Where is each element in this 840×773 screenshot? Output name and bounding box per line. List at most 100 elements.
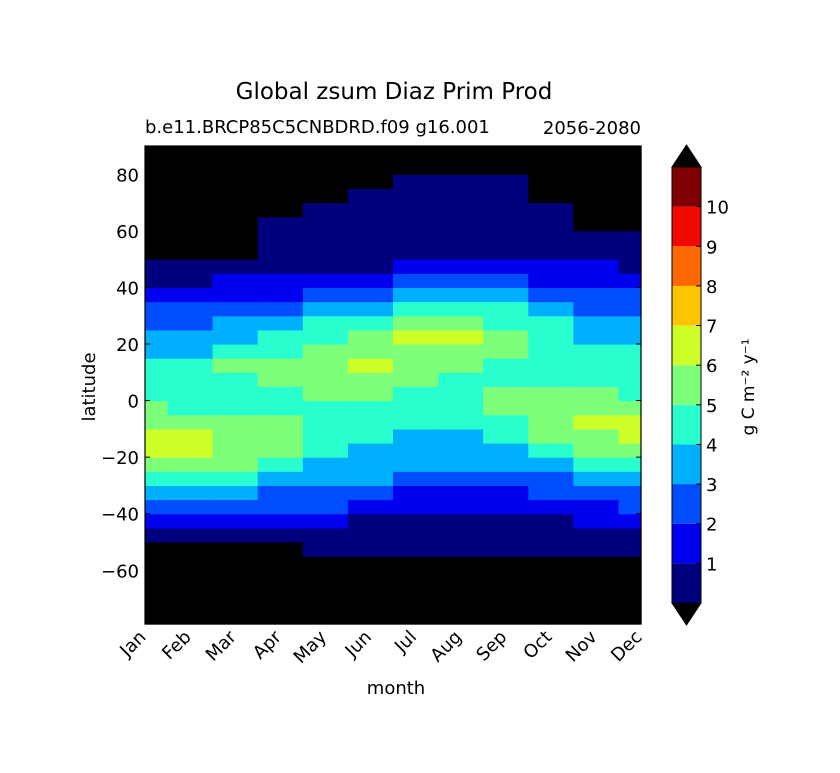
heatmap-cell (618, 372, 642, 388)
heatmap-cell (393, 442, 439, 458)
heatmap-cell (167, 400, 214, 416)
heatmap-cell (145, 556, 169, 571)
heatmap-cell (438, 442, 484, 458)
heatmap-cell (302, 372, 349, 388)
heatmap-cell (618, 414, 642, 430)
heatmap-cell (438, 527, 484, 543)
y-tick-label: −60 (101, 561, 139, 582)
x-axis-label: month (367, 678, 425, 699)
heatmap-cell (347, 358, 394, 373)
heatmap-cell (212, 230, 259, 246)
heatmap-cell (167, 202, 214, 218)
heatmap-cell (393, 372, 439, 388)
colorbar-tick-label: 2 (706, 515, 717, 536)
heatmap-cell (145, 343, 169, 359)
colorbar-band (672, 167, 701, 207)
heatmap-cell (145, 471, 169, 487)
heatmap-cell (393, 414, 439, 430)
heatmap-cell (257, 386, 304, 402)
heatmap-cell (347, 386, 394, 402)
heatmap-cell (393, 244, 439, 260)
heatmap-cell (347, 457, 394, 472)
heatmap-cell (145, 485, 169, 501)
heatmap-cell (528, 329, 574, 345)
heatmap-cell (302, 188, 349, 204)
colorbar-band (672, 563, 701, 603)
heatmap-cell (438, 556, 484, 571)
heatmap-cell (393, 400, 439, 416)
y-tick-label: 60 (116, 222, 139, 243)
heatmap-cell (573, 471, 620, 487)
heatmap-cell (573, 428, 620, 444)
heatmap-cell (618, 513, 642, 529)
heatmap-cell (167, 541, 214, 557)
heatmap-cell (257, 329, 304, 345)
heatmap-cell (483, 428, 529, 444)
heatmap-cell (573, 414, 620, 430)
heatmap-cell (393, 485, 439, 501)
x-tick-label: Jul (390, 627, 421, 658)
heatmap-cell (212, 329, 259, 345)
heatmap-cell (438, 386, 484, 402)
heatmap-cell (347, 216, 394, 232)
heatmap-cell (257, 372, 304, 388)
heatmap-cell (393, 287, 439, 303)
heatmap-cell (393, 188, 439, 204)
heatmap-cell (257, 556, 304, 571)
heatmap-cell (145, 414, 169, 430)
heatmap-cell (347, 400, 394, 416)
heatmap-cell (347, 499, 394, 515)
heatmap-cell (573, 329, 620, 345)
heatmap-cell (483, 485, 529, 501)
heatmap-cell (618, 457, 642, 472)
heatmap-cell (618, 273, 642, 289)
heatmap-cell (302, 259, 349, 274)
heatmap-cell (483, 230, 529, 246)
heatmap-cell (573, 244, 620, 260)
heatmap-cell (145, 358, 169, 373)
heatmap-cell (212, 556, 259, 571)
heatmap-cell (393, 541, 439, 557)
heatmap-cell (438, 301, 484, 317)
heatmap-cell (483, 556, 529, 571)
heatmap-cell (167, 287, 214, 303)
heatmap-cell (302, 386, 349, 402)
heatmap-cell (347, 570, 394, 600)
y-tick-label: 0 (128, 392, 139, 413)
heatmap-cell (393, 230, 439, 246)
heatmap-cell (573, 287, 620, 303)
heatmap-cell (302, 414, 349, 430)
heatmap-cell (347, 188, 394, 204)
heatmap-cell (302, 556, 349, 571)
heatmap-cell (573, 343, 620, 359)
heatmap-cell (573, 400, 620, 416)
heatmap-cells (145, 146, 642, 625)
heatmap-cell (528, 188, 574, 204)
heatmap-cell (302, 174, 349, 190)
heatmap-cell (257, 287, 304, 303)
x-tick-label: Aug (426, 627, 466, 667)
heatmap-cell (573, 457, 620, 472)
heatmap-cell (618, 358, 642, 373)
heatmap-cell (573, 259, 620, 274)
y-axis-label: latitude (79, 352, 100, 421)
chart-subtitle-right: 2056-2080 (543, 118, 641, 139)
heatmap-cell (438, 457, 484, 472)
heatmap-cell (438, 174, 484, 190)
heatmap-cell (483, 315, 529, 331)
heatmap-cell (257, 202, 304, 218)
heatmap-cell (618, 216, 642, 232)
heatmap-cell (212, 343, 259, 359)
heatmap-cell (145, 174, 169, 190)
heatmap-cell (438, 414, 484, 430)
heatmap-cell (257, 230, 304, 246)
heatmap-cell (167, 301, 214, 317)
heatmap-cell (573, 358, 620, 373)
heatmap-cell (528, 471, 574, 487)
heatmap-cell (483, 513, 529, 529)
heatmap-cell (347, 301, 394, 317)
heatmap-cell (483, 400, 529, 416)
heatmap-cell (212, 570, 259, 600)
heatmap-cell (618, 287, 642, 303)
heatmap-cell (528, 358, 574, 373)
